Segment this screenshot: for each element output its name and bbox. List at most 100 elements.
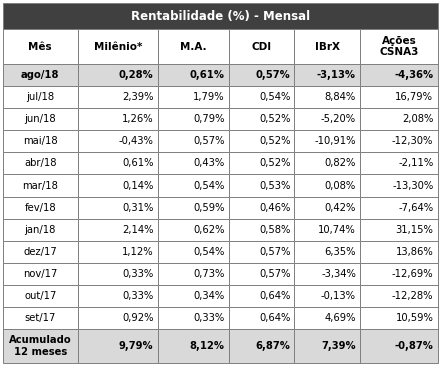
Text: -0,87%: -0,87%	[394, 341, 434, 351]
Text: 6,35%: 6,35%	[325, 247, 356, 257]
Text: 0,33%: 0,33%	[122, 291, 153, 301]
Bar	[3, 108, 78, 130]
Bar	[3, 29, 78, 64]
Text: 8,84%: 8,84%	[325, 92, 356, 102]
Bar	[294, 64, 360, 86]
Bar	[78, 29, 158, 64]
Bar	[3, 329, 78, 363]
Bar	[294, 197, 360, 219]
Bar	[78, 263, 158, 285]
Text: 0,61%: 0,61%	[122, 158, 153, 168]
Text: 0,33%: 0,33%	[193, 313, 224, 323]
Bar	[78, 219, 158, 241]
Text: 0,14%: 0,14%	[122, 180, 153, 191]
Text: 0,54%: 0,54%	[193, 180, 224, 191]
Text: Milênio*: Milênio*	[94, 42, 142, 52]
Text: abr/18: abr/18	[24, 158, 56, 168]
Text: 0,54%: 0,54%	[259, 92, 291, 102]
Text: 0,62%: 0,62%	[193, 225, 224, 235]
Text: 9,79%: 9,79%	[119, 341, 153, 351]
Text: 0,08%: 0,08%	[325, 180, 356, 191]
Text: IBrX: IBrX	[314, 42, 340, 52]
Text: 0,57%: 0,57%	[259, 269, 291, 279]
Text: -3,34%: -3,34%	[321, 269, 356, 279]
Text: 0,59%: 0,59%	[193, 202, 224, 213]
Text: 0,57%: 0,57%	[259, 247, 291, 257]
Text: mar/18: mar/18	[22, 180, 58, 191]
Text: jul/18: jul/18	[26, 92, 54, 102]
Bar	[78, 86, 158, 108]
Text: 1,26%: 1,26%	[122, 114, 153, 124]
Bar	[229, 64, 294, 86]
Bar	[3, 175, 78, 197]
Text: 0,33%: 0,33%	[122, 269, 153, 279]
Text: Ações
CSNA3: Ações CSNA3	[379, 36, 419, 57]
Text: 0,64%: 0,64%	[259, 291, 291, 301]
Text: 7,39%: 7,39%	[321, 341, 356, 351]
Text: 0,43%: 0,43%	[193, 158, 224, 168]
Bar	[294, 285, 360, 307]
Text: -12,30%: -12,30%	[392, 137, 434, 146]
Text: -7,64%: -7,64%	[398, 202, 434, 213]
Bar	[78, 130, 158, 152]
Bar	[78, 329, 158, 363]
Text: -12,28%: -12,28%	[392, 291, 434, 301]
Bar	[294, 307, 360, 329]
Bar	[294, 86, 360, 108]
Text: 16,79%: 16,79%	[395, 92, 434, 102]
Bar	[294, 29, 360, 64]
Bar	[158, 29, 229, 64]
Text: 1,79%: 1,79%	[193, 92, 224, 102]
Bar	[360, 29, 438, 64]
Bar	[360, 152, 438, 175]
Bar	[78, 241, 158, 263]
Text: 0,61%: 0,61%	[190, 70, 224, 80]
Text: 0,57%: 0,57%	[193, 137, 224, 146]
Text: 6,87%: 6,87%	[255, 341, 291, 351]
Bar	[158, 108, 229, 130]
Bar	[360, 64, 438, 86]
Text: 0,52%: 0,52%	[259, 137, 291, 146]
Text: 0,54%: 0,54%	[193, 247, 224, 257]
Text: -10,91%: -10,91%	[314, 137, 356, 146]
Bar	[3, 197, 78, 219]
Bar	[78, 108, 158, 130]
Bar	[294, 175, 360, 197]
Bar	[78, 175, 158, 197]
Text: -5,20%: -5,20%	[321, 114, 356, 124]
Text: 0,34%: 0,34%	[193, 291, 224, 301]
Bar	[78, 197, 158, 219]
Text: -3,13%: -3,13%	[317, 70, 356, 80]
Bar	[3, 307, 78, 329]
Bar	[158, 64, 229, 86]
Bar	[294, 152, 360, 175]
Bar	[229, 219, 294, 241]
Text: 0,53%: 0,53%	[259, 180, 291, 191]
Bar	[158, 197, 229, 219]
Text: 0,64%: 0,64%	[259, 313, 291, 323]
Bar	[360, 197, 438, 219]
Text: -2,11%: -2,11%	[398, 158, 434, 168]
Text: 1,12%: 1,12%	[122, 247, 153, 257]
Text: ago/18: ago/18	[21, 70, 60, 80]
Text: -12,69%: -12,69%	[392, 269, 434, 279]
Bar	[229, 29, 294, 64]
Text: Acumulado
12 meses: Acumulado 12 meses	[9, 335, 71, 357]
Text: 0,42%: 0,42%	[325, 202, 356, 213]
Bar	[229, 152, 294, 175]
Bar	[78, 285, 158, 307]
Text: 0,52%: 0,52%	[259, 114, 291, 124]
Text: -4,36%: -4,36%	[394, 70, 434, 80]
Text: 0,31%: 0,31%	[122, 202, 153, 213]
Bar	[3, 152, 78, 175]
Text: 2,14%: 2,14%	[122, 225, 153, 235]
Bar	[3, 219, 78, 241]
Bar	[294, 219, 360, 241]
Text: 10,59%: 10,59%	[396, 313, 434, 323]
Bar	[360, 285, 438, 307]
Text: 0,57%: 0,57%	[256, 70, 291, 80]
Bar	[158, 329, 229, 363]
Bar	[229, 130, 294, 152]
Text: nov/17: nov/17	[23, 269, 57, 279]
Text: mai/18: mai/18	[23, 137, 58, 146]
